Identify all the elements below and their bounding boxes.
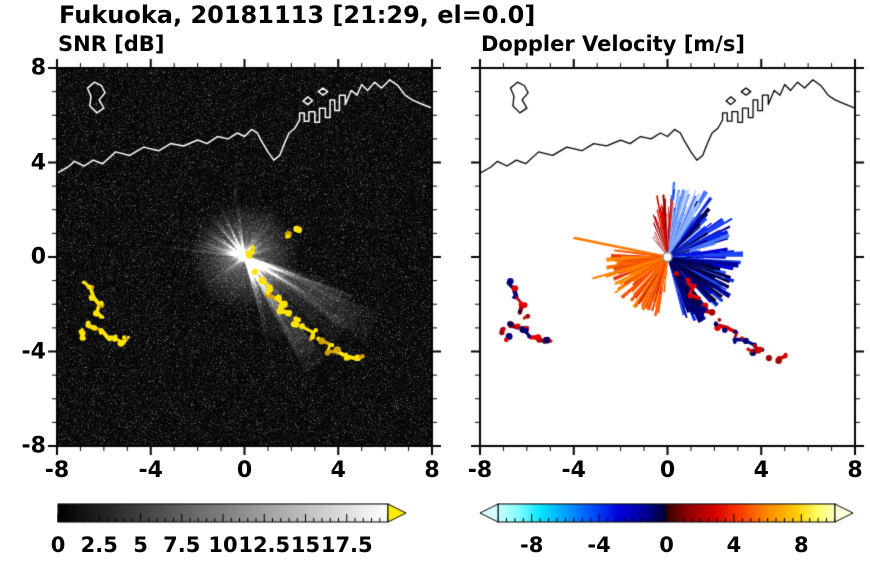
y-tick-label: 4 — [30, 150, 46, 175]
doppler-colorbar — [478, 503, 855, 525]
doppler-ppi-plot — [470, 58, 865, 456]
doppler-colorbar-tick-label: 8 — [793, 533, 809, 557]
snr-x-tick-label: -8 — [44, 458, 70, 483]
snr-colorbar-tick-label: 2.5 — [80, 533, 118, 557]
snr-colorbar-tick-label: 0 — [50, 533, 66, 557]
snr-x-tick-label: 4 — [330, 458, 346, 483]
doppler-colorbar-tick-label: 4 — [726, 533, 742, 557]
snr-panel-title: SNR [dB] — [58, 32, 165, 56]
doppler-x-tick-label: 4 — [753, 458, 769, 483]
doppler-colorbar-tick-label: -8 — [520, 533, 544, 557]
snr-colorbar-tick-label: 5 — [133, 533, 148, 557]
y-tick-label: 0 — [30, 244, 46, 270]
snr-colorbar-tick-label: 15 — [290, 533, 321, 557]
y-tick-label: -4 — [21, 339, 46, 364]
snr-colorbar-tick-label: 17.5 — [320, 533, 373, 557]
y-tick-label: -8 — [21, 433, 46, 459]
snr-x-tick-label: -4 — [138, 458, 163, 483]
doppler-colorbar-tick-label: -4 — [587, 533, 611, 557]
snr-colorbar-tick-label: 10 — [208, 533, 238, 557]
doppler-x-tick-label: 0 — [659, 458, 676, 483]
doppler-x-tick-label: -4 — [561, 458, 586, 483]
snr-colorbar-tick-label: 7.5 — [163, 533, 201, 557]
snr-colorbar-tick-label: 12.5 — [238, 533, 291, 557]
figure-title: Fukuoka, 20181113 [21:29, el=0.0] — [59, 1, 536, 29]
snr-ppi-plot — [47, 58, 442, 456]
snr-colorbar — [57, 503, 409, 525]
snr-x-tick-label: 8 — [424, 458, 440, 483]
doppler-x-tick-label: -8 — [467, 458, 493, 483]
doppler-panel-title: Doppler Velocity [m/s] — [481, 32, 745, 56]
doppler-colorbar-tick-label: 0 — [659, 533, 674, 557]
y-tick-label: 8 — [30, 55, 46, 81]
doppler-x-tick-label: 8 — [847, 458, 863, 483]
snr-x-tick-label: 0 — [236, 458, 253, 483]
